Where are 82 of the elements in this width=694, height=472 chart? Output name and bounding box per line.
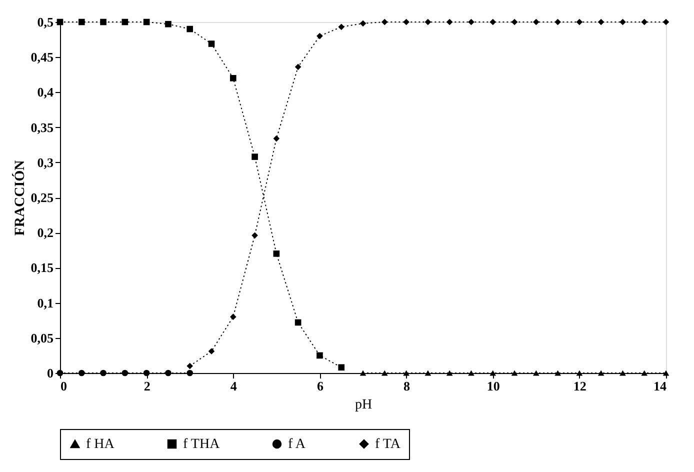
point — [360, 370, 366, 376]
point — [381, 18, 388, 26]
point — [468, 18, 474, 26]
point — [273, 250, 280, 257]
point — [446, 370, 453, 376]
point — [554, 18, 561, 26]
point — [641, 370, 648, 376]
x-tick-label: 12 — [573, 378, 586, 394]
point — [532, 370, 540, 376]
x-tick-label: 10 — [486, 378, 500, 394]
legend-label: f A — [288, 437, 306, 452]
point — [490, 18, 496, 26]
point — [165, 370, 172, 376]
x-axis-title: pH — [354, 398, 372, 412]
point — [662, 18, 670, 26]
point — [230, 75, 236, 82]
point — [620, 18, 626, 26]
point — [554, 370, 561, 376]
point — [424, 370, 432, 376]
point — [641, 18, 648, 26]
point — [511, 18, 518, 26]
point — [122, 370, 128, 376]
y-tick-label: 0,15 — [30, 260, 54, 276]
x-tick-label: 0 — [60, 378, 67, 394]
point — [186, 370, 194, 376]
legend-label: f TA — [375, 437, 402, 452]
legend-label: f HA — [86, 437, 116, 452]
x-tick-label: 4 — [230, 378, 238, 394]
point — [511, 370, 518, 376]
x-tick-label: 6 — [316, 378, 324, 394]
y-tick-label: 0,3 — [37, 154, 54, 170]
point — [122, 18, 128, 26]
point — [186, 362, 194, 370]
point — [143, 370, 150, 376]
y-tick-label: 0,5 — [37, 14, 54, 30]
point — [316, 352, 323, 359]
legend-label: f THA — [183, 437, 221, 452]
point — [403, 370, 410, 376]
point — [252, 154, 258, 160]
point — [576, 18, 583, 26]
y-tick-label: 0,05 — [30, 330, 54, 346]
point — [468, 370, 474, 376]
point — [294, 64, 302, 70]
y-tick-label: 0,25 — [30, 190, 54, 205]
point — [252, 232, 258, 239]
point — [338, 24, 345, 30]
point — [490, 370, 496, 376]
point — [316, 32, 323, 40]
point — [100, 370, 106, 376]
point — [273, 135, 280, 142]
point — [338, 364, 345, 371]
point — [143, 18, 150, 26]
y-axis-title: FRACCIÓN — [10, 160, 28, 236]
point — [662, 370, 670, 376]
point — [100, 18, 106, 26]
y-tick-label: 0,4 — [37, 84, 54, 100]
x-tick-label: 14 — [654, 378, 667, 394]
x-tick-label: 8 — [404, 378, 411, 394]
y-tick-label: 0,35 — [30, 120, 54, 135]
point — [532, 18, 540, 26]
y-tick-label: 0,2 — [37, 225, 54, 240]
point — [186, 26, 194, 32]
point — [598, 370, 604, 376]
point — [208, 40, 215, 47]
point — [78, 370, 85, 376]
y-tick-label: 0,45 — [30, 50, 54, 65]
y-tick-label: 0,1 — [37, 295, 54, 310]
point — [78, 18, 85, 26]
point — [381, 370, 388, 376]
point — [446, 18, 453, 26]
point — [230, 314, 236, 320]
point — [576, 370, 583, 376]
x-tick-label: 2 — [144, 378, 150, 394]
point — [208, 348, 215, 354]
point — [165, 20, 172, 28]
point — [598, 18, 604, 26]
point — [424, 18, 432, 26]
y-tick-label: 0 — [47, 366, 54, 380]
point — [360, 20, 366, 27]
point — [620, 370, 626, 376]
point — [403, 18, 410, 26]
point — [294, 319, 302, 326]
